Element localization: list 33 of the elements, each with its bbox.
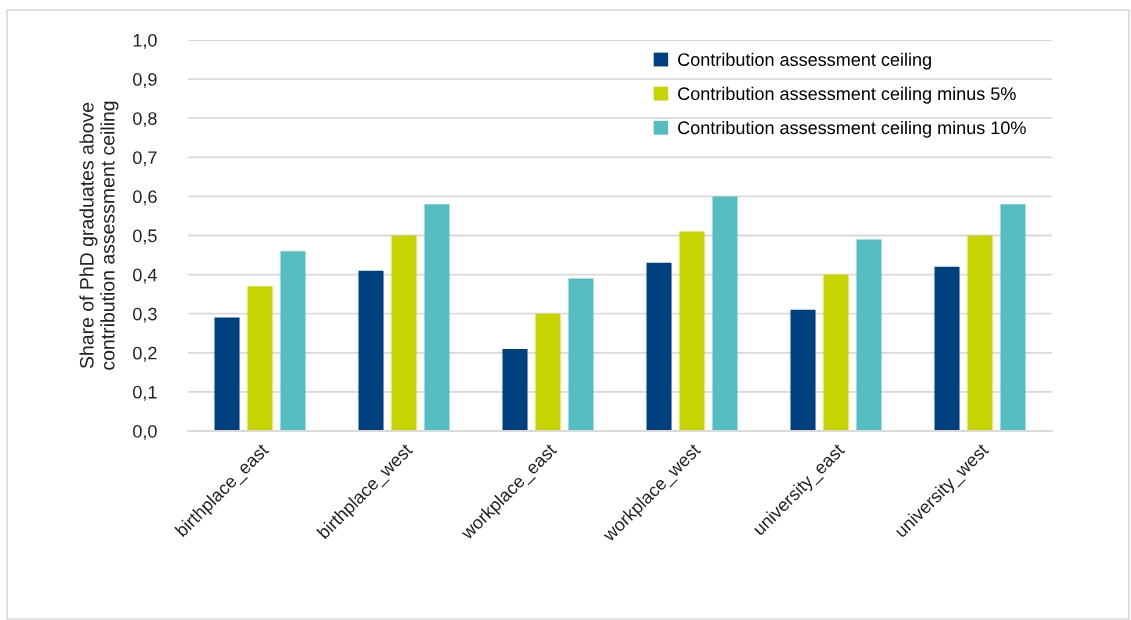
- legend-label: Contribution assessment ceiling minus 10%: [678, 120, 1026, 138]
- bar: [568, 278, 594, 431]
- y-axis-title: Share of PhD graduates above contribution assessment ceiling: [79, 101, 119, 370]
- bar: [214, 317, 240, 431]
- y-tick-label: 0,2: [133, 346, 157, 362]
- y-tick-label: 0,3: [133, 307, 157, 323]
- bar: [790, 309, 816, 431]
- bar: [280, 251, 306, 431]
- bar: [424, 204, 450, 431]
- bar: [358, 270, 384, 431]
- y-tick-label: 0,8: [133, 112, 157, 128]
- bar: [646, 262, 672, 431]
- y-tick-label: 0,6: [133, 190, 157, 206]
- bar: [391, 235, 417, 431]
- bar: [502, 348, 528, 431]
- legend-label: Contribution assessment ceiling minus 5%: [678, 86, 1016, 104]
- bar: [823, 274, 849, 431]
- y-tick-label: 0,1: [133, 385, 157, 401]
- y-tick-label: 0,5: [133, 229, 157, 245]
- y-tick-label: 0,4: [133, 268, 157, 284]
- bar: [934, 266, 960, 431]
- bar: [712, 196, 738, 431]
- bar: [247, 286, 273, 431]
- bar: [535, 313, 561, 431]
- y-tick-label: 0,0: [133, 424, 157, 440]
- y-tick-label: 0,7: [133, 151, 157, 167]
- legend-label: Contribution assessment ceiling: [678, 52, 931, 70]
- y-tick-label: 0,9: [133, 73, 157, 88]
- bar: [1000, 204, 1026, 431]
- bar: [967, 235, 993, 431]
- bar: [679, 231, 705, 431]
- y-tick-label: 1,0: [133, 33, 157, 49]
- bar: [856, 239, 882, 431]
